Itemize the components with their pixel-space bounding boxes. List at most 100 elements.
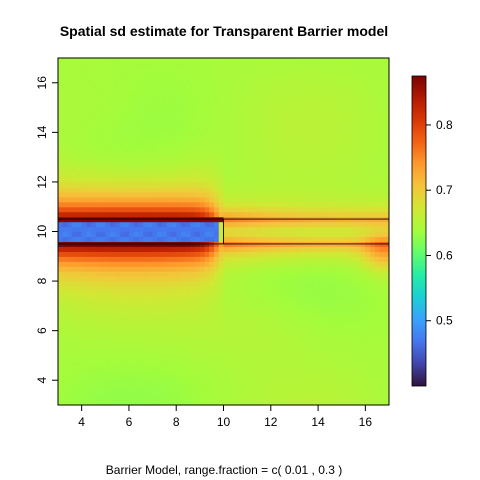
heatmap-cell — [256, 132, 262, 138]
heatmap-cell — [275, 77, 281, 84]
heatmap-cell — [195, 310, 201, 317]
heatmap-cell — [327, 335, 333, 342]
heatmap-cell — [270, 340, 277, 347]
heatmap-cell — [322, 97, 329, 104]
heatmap-cell — [86, 221, 92, 228]
heatmap-cell — [114, 117, 121, 124]
heatmap-cell — [185, 226, 191, 233]
heatmap-cell — [124, 295, 130, 302]
heatmap-cell — [365, 97, 371, 104]
heatmap-cell — [86, 201, 92, 208]
heatmap-cell — [355, 117, 362, 124]
heatmap-cell — [336, 290, 343, 297]
heatmap-cell — [270, 385, 277, 391]
heatmap-cell — [133, 246, 139, 252]
heatmap-cell — [313, 370, 319, 376]
heatmap-cell — [185, 221, 191, 228]
heatmap-cell — [351, 370, 357, 376]
heatmap-cell — [266, 350, 272, 357]
heatmap-cell — [365, 77, 371, 84]
heatmap-cell — [261, 196, 267, 203]
heatmap-cell — [275, 251, 281, 257]
heatmap-cell — [289, 290, 296, 297]
heatmap-cell — [218, 251, 225, 257]
heatmap-cell — [62, 58, 69, 64]
heatmap-cell — [232, 330, 239, 337]
heatmap-cell — [72, 355, 78, 361]
heatmap-cell — [58, 266, 64, 272]
heatmap-cell — [110, 246, 116, 252]
heatmap-cell — [313, 62, 319, 69]
heatmap-cell — [72, 236, 78, 243]
heatmap-cell — [86, 181, 92, 188]
heatmap-cell — [214, 276, 220, 282]
heatmap-cell — [299, 375, 305, 381]
heatmap-cell — [171, 87, 177, 94]
heatmap-cell — [327, 330, 333, 337]
heatmap-cell — [327, 310, 333, 317]
heatmap-cell — [124, 231, 130, 238]
heatmap-cell — [95, 112, 102, 119]
heatmap-cell — [351, 77, 357, 84]
heatmap-cell — [355, 172, 362, 178]
heatmap-cell — [266, 87, 272, 94]
heatmap-cell — [251, 335, 258, 342]
heatmap-cell — [199, 315, 206, 322]
heatmap-cell — [284, 92, 291, 99]
heatmap-cell — [190, 300, 196, 307]
heatmap-cell — [308, 256, 314, 262]
heatmap-cell — [284, 97, 291, 104]
heatmap-cell — [157, 320, 163, 327]
heatmap-cell — [133, 256, 139, 262]
heatmap-cell — [176, 82, 182, 89]
heatmap-cell — [303, 186, 310, 193]
heatmap-cell — [195, 122, 201, 128]
heatmap-cell — [110, 390, 116, 396]
heatmap-cell — [218, 127, 225, 133]
heatmap-cell — [128, 370, 135, 376]
heatmap-cell — [95, 172, 102, 178]
heatmap-cell — [67, 400, 73, 405]
heatmap-cell — [147, 142, 154, 148]
heatmap-cell — [190, 315, 196, 322]
heatmap-cell — [62, 290, 69, 297]
heatmap-cell — [76, 112, 83, 119]
heatmap-cell — [180, 370, 187, 376]
heatmap-cell — [124, 365, 130, 371]
heatmap-cell — [237, 320, 244, 327]
heatmap-cell — [86, 295, 92, 302]
heatmap-cell — [166, 355, 173, 361]
heatmap-cell — [346, 117, 352, 124]
heatmap-cell — [124, 97, 130, 104]
heatmap-cell — [195, 365, 201, 371]
heatmap-cell — [100, 385, 106, 391]
heatmap-cell — [308, 137, 314, 143]
heatmap-cell — [128, 162, 135, 168]
heatmap-cell — [313, 137, 319, 143]
heatmap-cell — [237, 62, 244, 69]
heatmap-cell — [91, 256, 97, 262]
heatmap-cell — [303, 271, 310, 277]
heatmap-cell — [86, 117, 92, 124]
heatmap-cell — [180, 315, 187, 322]
heatmap-cell — [251, 107, 258, 114]
heatmap-cell — [147, 395, 154, 401]
heatmap-cell — [232, 246, 239, 252]
heatmap-cell — [327, 236, 333, 243]
heatmap-cell — [81, 117, 87, 124]
heatmap-cell — [95, 92, 102, 99]
heatmap-cell — [251, 286, 258, 292]
heatmap-cell — [313, 191, 319, 198]
heatmap-cell — [81, 142, 87, 148]
heatmap-cell — [351, 157, 357, 163]
heatmap-cell — [308, 261, 314, 267]
heatmap-cell — [266, 152, 272, 158]
heatmap-cell — [157, 172, 163, 178]
heatmap-cell — [119, 211, 125, 218]
heatmap-cell — [379, 67, 385, 74]
heatmap-cell — [322, 380, 329, 386]
heatmap-cell — [379, 147, 385, 153]
heatmap-cell — [289, 395, 296, 401]
heatmap-cell — [280, 62, 286, 69]
heatmap-cell — [152, 246, 158, 252]
